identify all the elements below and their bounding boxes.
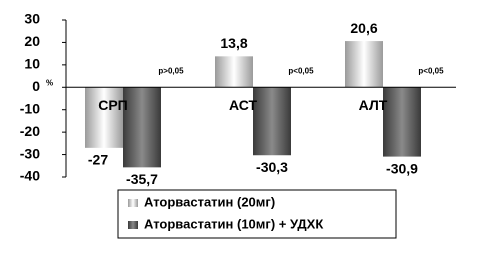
category-label: АСТ: [229, 97, 258, 113]
y-tick-label: -40: [20, 168, 40, 184]
y-axis-label: %: [46, 78, 53, 87]
bar: [85, 87, 123, 148]
annotation: p<0,05: [418, 66, 444, 75]
bar: [215, 56, 253, 88]
category-label: СРП: [98, 97, 128, 113]
legend-swatch: [128, 199, 138, 207]
category-label: АЛТ: [359, 97, 388, 113]
legend-label: Аторвастатин (20мг): [144, 194, 275, 209]
bar: [123, 87, 161, 168]
value-label: -27: [88, 152, 108, 168]
value-label: -35,7: [126, 171, 158, 187]
y-tick-label: -30: [20, 145, 40, 161]
y-tick-label: 10: [24, 56, 40, 72]
bar: [383, 87, 421, 157]
legend-box: [117, 189, 397, 239]
value-label: -30,9: [386, 160, 418, 176]
y-tick-label: -20: [20, 123, 40, 139]
legend-swatch: [128, 221, 138, 229]
value-label: 20,6: [350, 20, 377, 36]
bar: [253, 87, 291, 156]
y-tick-label: -10: [20, 100, 40, 116]
bar: [345, 41, 383, 88]
legend-label: Аторвастатин (10мг) + УДХК: [144, 216, 323, 231]
annotation: p<0,05: [288, 66, 314, 75]
annotation: p>0,05: [158, 66, 184, 75]
y-tick-label: 0: [32, 78, 40, 94]
y-tick-label: 30: [24, 11, 40, 27]
value-label: 13,8: [220, 35, 247, 51]
value-label: -30,3: [256, 159, 288, 175]
y-tick-label: 20: [24, 33, 40, 49]
